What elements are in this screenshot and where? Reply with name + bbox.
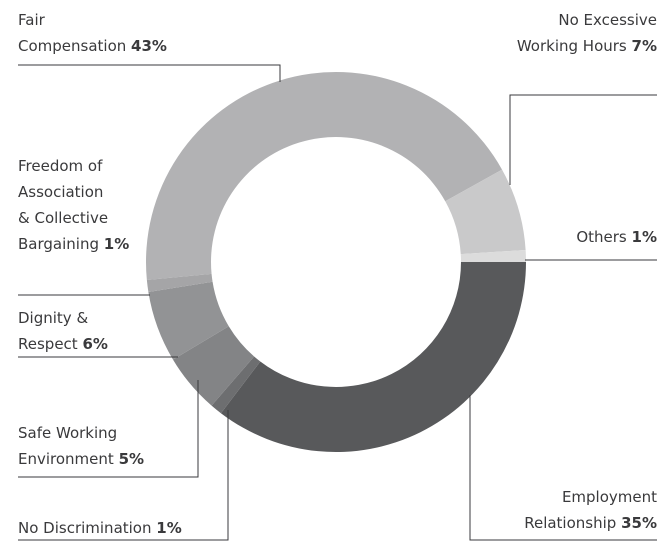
donut-slice [211,356,261,414]
donut-slice [148,281,229,360]
donut-slice [220,262,527,453]
value-label: 35% [621,514,657,532]
slice-label: Safe Working Environment 5% [18,420,144,472]
leader-line [509,94,657,185]
value-label: 1% [103,235,130,253]
category-name: Employment Relationship [524,488,657,532]
leader-line [469,395,657,541]
category-name: Safe Working Environment [18,424,118,468]
category-name: Dignity & Respect [18,309,89,353]
value-label: 5% [118,450,145,468]
donut-slice [172,326,255,406]
category-name: Others [576,228,627,246]
leader-line [18,380,199,478]
slice-label: Fair Compensation 43% [18,7,167,59]
slice-label: No Excessive Working Hours 7% [517,7,657,59]
category-name: No Excessive Working Hours [516,11,657,55]
value-label: 7% [631,37,657,55]
category-name: No Discrimination [18,519,152,537]
value-label: 1% [156,519,182,537]
donut-slice [146,273,213,293]
slice-label: Others 1% [576,224,657,250]
leader-line [18,64,281,82]
category-name: Freedom of Association & Collective Barg… [18,157,109,253]
value-label: 1% [631,228,657,246]
slice-label: No Discrimination 1% [18,515,182,541]
slice-label: Dignity & Respect 6% [18,305,108,357]
value-label: 6% [82,335,108,353]
category-name: Fair Compensation [18,11,127,55]
donut-slice [460,249,526,262]
donut-slice [145,71,503,281]
slice-label: Employment Relationship 35% [524,484,657,536]
donut-slice [445,169,526,255]
value-label: 43% [131,37,167,55]
leader-line [18,410,229,541]
slice-label: Freedom of Association & Collective Barg… [18,153,129,257]
